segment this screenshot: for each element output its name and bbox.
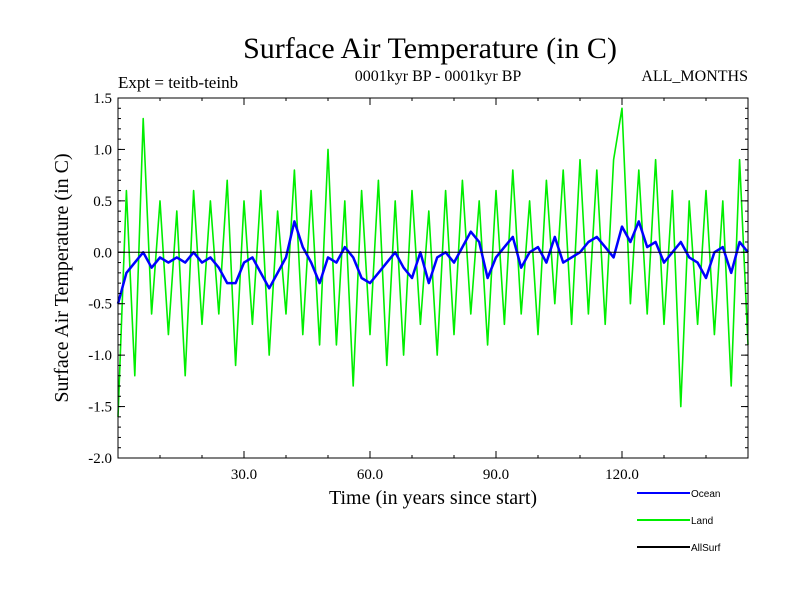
x-tick-label: 90.0 <box>483 467 509 483</box>
x-tick-label: 60.0 <box>357 467 383 483</box>
y-tick-label: -2.0 <box>88 451 112 467</box>
x-tick-label: 120.0 <box>605 467 639 483</box>
axis-layer: -2.0 -1.5 -1.0 -0.5 0.0 0.5 1.0 1.5 30.0 60.0 90.0… <box>88 91 748 483</box>
series-line-land <box>117 107 749 417</box>
experiment-label: Expt = teitb-teinb <box>118 73 238 92</box>
legend-label-land: Land <box>691 516 713 527</box>
legend-label-ocean: Ocean <box>691 489 720 500</box>
legend-label-allsurf: AllSurf <box>691 543 721 554</box>
y-tick-label: 1.0 <box>93 142 112 158</box>
months-label: ALL_MONTHS <box>641 68 748 85</box>
y-tick-label: 0.0 <box>93 245 112 261</box>
x-axis-label: Time (in years since start) <box>329 487 537 509</box>
y-tick-label: 0.5 <box>93 194 112 210</box>
y-axis-label: Surface Air Temperature (in C) <box>51 153 73 402</box>
period-label: 0001kyr BP - 0001kyr BP <box>355 68 522 85</box>
y-tick-label: 1.5 <box>93 91 112 107</box>
plot-frame <box>117 97 749 459</box>
x-tick-label: 30.0 <box>231 467 257 483</box>
y-tick-label: -1.0 <box>88 348 112 364</box>
y-tick-label: -0.5 <box>88 297 112 313</box>
series-line-ocean <box>116 220 749 305</box>
y-tick-label: -1.5 <box>88 400 112 416</box>
chart-title: Surface Air Temperature (in C) <box>243 32 617 65</box>
data-layer <box>116 107 749 417</box>
legend: Ocean Land AllSurf <box>637 489 721 554</box>
